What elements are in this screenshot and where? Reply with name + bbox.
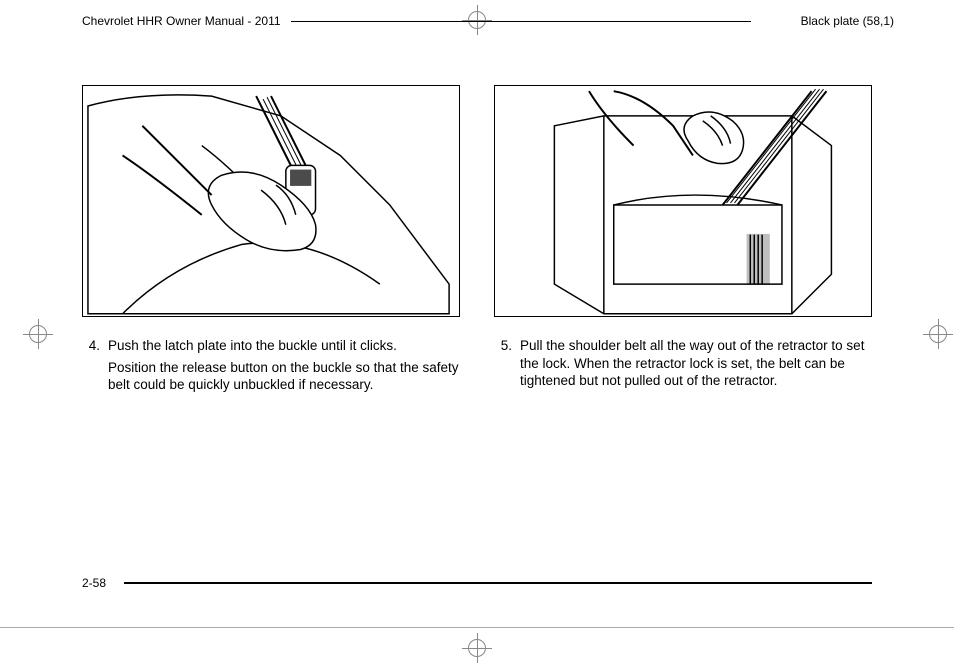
step-body: Pull the shoulder belt all the way out o… — [520, 337, 872, 390]
step-body: Push the latch plate into the buckle unt… — [108, 337, 460, 394]
page-footer: 2-58 — [82, 576, 872, 590]
step-number: 5. — [494, 337, 520, 390]
step-text: Push the latch plate into the buckle unt… — [108, 337, 460, 355]
column-right: 5. Pull the shoulder belt all the way ou… — [494, 85, 872, 568]
crop-line — [0, 627, 954, 628]
step-text: Position the release button on the buckl… — [108, 359, 460, 394]
footer-rule — [124, 582, 872, 584]
step-text: Pull the shoulder belt all the way out o… — [520, 337, 872, 390]
page-number: 2-58 — [82, 576, 106, 590]
page-header: Chevrolet HHR Owner Manual - 2011 Black … — [82, 14, 894, 28]
manual-page: Chevrolet HHR Owner Manual - 2011 Black … — [0, 0, 954, 668]
registration-mark-icon — [926, 322, 950, 346]
registration-mark-icon — [465, 636, 489, 660]
step-4: 4. Push the latch plate into the buckle … — [82, 337, 460, 394]
illustration-buckle-latch — [82, 85, 460, 317]
header-right-text: Black plate (58,1) — [801, 14, 894, 28]
header-left-text: Chevrolet HHR Owner Manual - 2011 — [82, 14, 281, 28]
step-5: 5. Pull the shoulder belt all the way ou… — [494, 337, 872, 390]
content-area: 4. Push the latch plate into the buckle … — [82, 85, 872, 568]
header-rule — [291, 21, 751, 22]
illustration-pull-belt — [494, 85, 872, 317]
step-number: 4. — [82, 337, 108, 394]
buckle-latch-icon — [83, 86, 459, 316]
column-left: 4. Push the latch plate into the buckle … — [82, 85, 460, 568]
registration-mark-icon — [26, 322, 50, 346]
pull-belt-icon — [495, 86, 871, 316]
